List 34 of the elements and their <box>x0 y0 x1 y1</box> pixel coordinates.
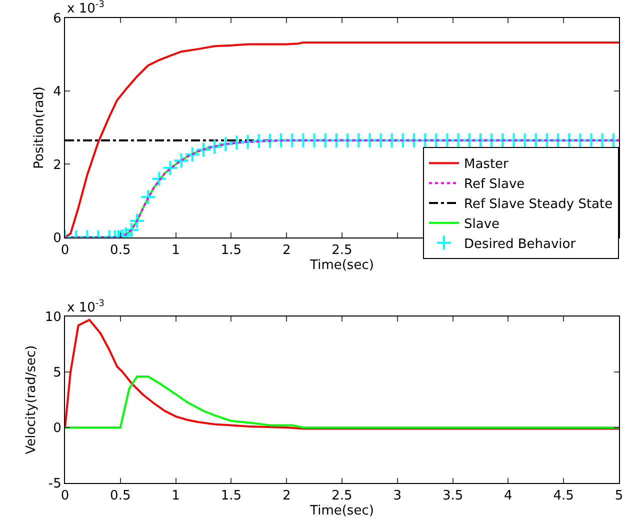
legend-label: Desired Behavior <box>464 236 576 252</box>
x-tick-label: 1 <box>172 242 180 258</box>
x-tick-label: 3.5 <box>442 488 464 504</box>
x-tick-label: 2 <box>282 488 291 504</box>
x-tick-label: 2.5 <box>332 488 352 504</box>
x-axis-title: Time(sec) <box>309 258 374 273</box>
y-tick-label: 0 <box>53 421 62 436</box>
x-tick-label: 4 <box>504 488 512 504</box>
x-tick-label: 1 <box>172 488 180 504</box>
x-tick-label: 1.5 <box>220 242 242 258</box>
y-tick-label: 0 <box>53 230 62 246</box>
legend-label: Ref Slave Steady State <box>464 197 613 212</box>
text: x 10$^{-3}$ <box>67 299 105 316</box>
x-tick-label: 4.5 <box>553 488 574 504</box>
y-tick-label: 10 <box>44 310 62 326</box>
x-tick-label: 0.5 <box>110 242 131 258</box>
x-axis-title: Time(sec) <box>309 504 374 519</box>
legend-label: Master <box>464 157 510 172</box>
text: x 10$^{-3}$ <box>67 0 105 16</box>
x-tick-label: 5 <box>614 488 624 504</box>
y-tick-label: 5 <box>53 366 62 381</box>
y-tick-label: 2 <box>53 158 62 173</box>
y-tick-label: -5 <box>48 476 62 492</box>
x-tick-label: 3 <box>393 488 402 504</box>
legend-label: Ref Slave <box>464 177 525 192</box>
x-tick-label: 2 <box>282 242 291 258</box>
y-axis-title: Velocity(rad/sec) <box>24 345 39 454</box>
x-tick-label: 1.5 <box>220 488 242 504</box>
y-tick-label: 4 <box>53 84 62 100</box>
x-tick-label: 2.5 <box>332 242 352 258</box>
y-tick-label: 6 <box>53 12 62 27</box>
legend-label: Slave <box>464 216 500 232</box>
y-axis-title: Position(rad) <box>32 86 48 169</box>
x-tick-label: 0.5 <box>110 488 131 504</box>
